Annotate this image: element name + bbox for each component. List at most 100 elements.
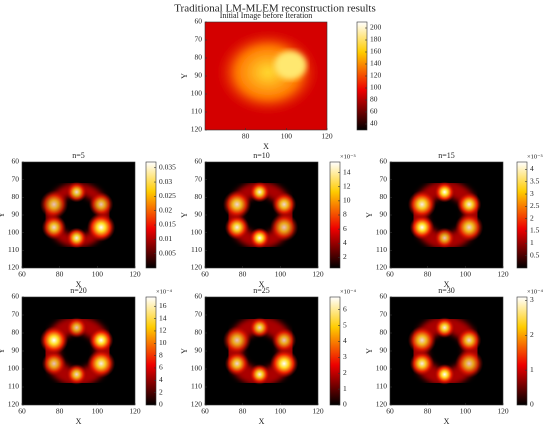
x-tick-label: 60 xyxy=(18,270,26,279)
colorbar-tick-label: 0.025 xyxy=(159,191,176,200)
hot-spot xyxy=(407,326,437,355)
y-tick-label: 90 xyxy=(195,346,203,355)
hot-spot xyxy=(39,326,69,355)
y-tick-label: 90 xyxy=(195,71,203,80)
colorbar-tick-label: 12 xyxy=(159,326,167,335)
panel-title: n=30 xyxy=(438,286,455,295)
y-tick-label: 100 xyxy=(8,364,20,373)
heatmap-image xyxy=(390,297,503,405)
hot-spot xyxy=(434,364,455,385)
y-tick-label: 100 xyxy=(191,89,203,98)
y-tick-label: 80 xyxy=(195,53,203,62)
hot-spot xyxy=(409,351,435,376)
y-axis-label: Y xyxy=(180,348,189,354)
hot-spot xyxy=(271,192,297,217)
colorbar-tick-label: 0.005 xyxy=(159,248,176,257)
hot-spot xyxy=(88,327,114,353)
colorbar-tick-label: 1 xyxy=(530,238,534,247)
colorbar-tick-label: 1.5 xyxy=(530,226,540,235)
hot-spot xyxy=(66,317,87,338)
x-tick-label: 80 xyxy=(424,407,432,416)
x-tick-label: 80 xyxy=(56,270,64,279)
y-tick-label: 100 xyxy=(376,364,388,373)
x-axis-label: X xyxy=(444,280,450,289)
y-tick-label: 80 xyxy=(380,192,388,201)
y-tick-label: 60 xyxy=(12,157,20,166)
hot-spot xyxy=(434,181,455,203)
y-tick-label: 100 xyxy=(8,227,20,236)
heatmap-image xyxy=(390,162,503,268)
x-tick-label: 80 xyxy=(239,270,247,279)
x-tick-label: 80 xyxy=(239,407,247,416)
colorbar xyxy=(516,161,528,269)
y-tick-label: 60 xyxy=(195,292,203,301)
x-tick-label: 120 xyxy=(129,270,141,279)
colorbar-tick-label: 100 xyxy=(370,83,382,92)
colorbar-tick-label: 140 xyxy=(370,59,382,68)
colorbar-tick-label: 10 xyxy=(343,196,351,205)
y-tick-label: 110 xyxy=(8,245,19,254)
y-tick-label: 80 xyxy=(12,328,20,337)
y-tick-label: 100 xyxy=(376,227,388,236)
colorbar-tick-label: 4 xyxy=(343,336,347,345)
y-tick-label: 120 xyxy=(376,400,388,409)
x-tick-label: 120 xyxy=(312,407,324,416)
y-axis-label: Y xyxy=(0,212,6,218)
hot-spot xyxy=(224,215,250,240)
colorbar-tick-label: 0.01 xyxy=(159,234,172,243)
hot-spot xyxy=(274,50,307,80)
y-tick-label: 70 xyxy=(380,310,388,319)
colorbar-tick-label: 1 xyxy=(343,384,347,393)
x-tick-label: 80 xyxy=(424,270,432,279)
panel-title: n=25 xyxy=(253,286,270,295)
y-tick-label: 110 xyxy=(191,107,202,116)
y-tick-label: 90 xyxy=(380,210,388,219)
y-tick-label: 60 xyxy=(12,292,20,301)
x-tick-label: 60 xyxy=(201,270,209,279)
y-tick-label: 120 xyxy=(191,125,203,134)
hot-spot xyxy=(454,213,484,242)
hot-spot xyxy=(249,181,270,203)
colorbar-tick-label: 180 xyxy=(370,35,382,44)
colorbar-tick-label: 2.5 xyxy=(530,201,540,210)
colorbar-tick-label: 80 xyxy=(370,95,378,104)
x-tick-label: 100 xyxy=(275,407,287,416)
x-tick-label: 100 xyxy=(460,407,472,416)
colorbar-scale: ×10⁻⁴ xyxy=(527,288,544,295)
y-tick-label: 120 xyxy=(191,400,203,409)
hot-spot xyxy=(269,349,299,378)
x-tick-label: 60 xyxy=(386,270,394,279)
hot-spot xyxy=(41,351,67,376)
y-axis-label: Y xyxy=(180,212,189,218)
x-tick-label: 120 xyxy=(129,407,141,416)
colorbar-tick-label: 3 xyxy=(343,352,347,361)
colorbar-tick-label: 6 xyxy=(343,224,347,233)
colorbar-tick-label: 16 xyxy=(159,301,167,310)
colorbar-tick-label: 0 xyxy=(343,400,347,409)
hot-spot xyxy=(271,327,297,353)
colorbar-scale: ×10⁻⁴ xyxy=(156,288,173,295)
hot-spot xyxy=(269,213,299,242)
y-tick-label: 70 xyxy=(12,174,20,183)
background xyxy=(205,297,318,405)
y-axis-label: Y xyxy=(365,212,374,218)
background xyxy=(390,297,503,405)
y-tick-label: 80 xyxy=(195,192,203,201)
y-tick-label: 60 xyxy=(380,157,388,166)
heatmap-image xyxy=(22,162,135,268)
x-tick-label: 100 xyxy=(92,407,104,416)
colorbar-tick-label: 2 xyxy=(530,213,534,222)
background xyxy=(390,162,503,268)
y-axis-label: Y xyxy=(180,73,189,79)
warm-area xyxy=(215,29,321,116)
y-tick-label: 60 xyxy=(380,292,388,301)
x-axis-label: X xyxy=(76,280,82,289)
hot-spot xyxy=(456,327,482,353)
x-axis-label: X xyxy=(76,417,82,426)
y-tick-label: 60 xyxy=(195,17,203,26)
x-tick-label: 120 xyxy=(497,407,509,416)
x-tick-label: 60 xyxy=(201,407,209,416)
colorbar-tick-label: 0.035 xyxy=(159,162,176,171)
y-tick-label: 120 xyxy=(191,263,203,272)
y-tick-label: 110 xyxy=(376,245,387,254)
